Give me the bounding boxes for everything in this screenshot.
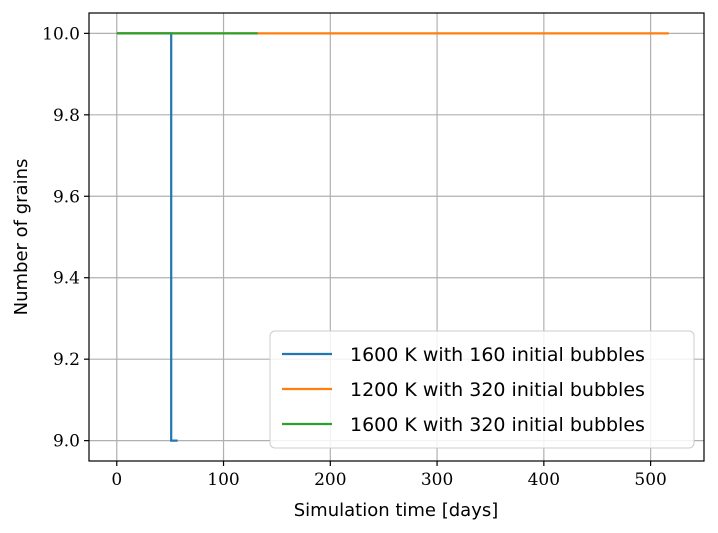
series-lines: [116, 32, 669, 442]
x-tick-label: 300: [421, 470, 453, 490]
y-tick-label: 9.0: [53, 432, 80, 452]
legend-box: [269, 330, 695, 449]
y-tick-label: 9.6: [53, 187, 80, 207]
y-tick-label: 9.4: [53, 269, 80, 289]
legend-label: 1200 K with 320 initial bubbles: [350, 379, 645, 401]
x-axis-ticks: 0 100 200 300 400 500: [111, 461, 667, 490]
y-axis-ticks: 9.0 9.2 9.4 9.6 9.8 10.0: [42, 24, 89, 452]
x-tick-label: 500: [634, 470, 666, 490]
legend: 1600 K with 160 initial bubbles 1200 K wi…: [269, 330, 695, 449]
y-axis-label: Number of grains: [11, 159, 32, 316]
legend-label: 1600 K with 320 initial bubbles: [350, 414, 645, 436]
x-tick-label: 0: [111, 470, 122, 490]
y-tick-label: 9.2: [53, 350, 80, 370]
y-tick-label: 9.8: [53, 106, 80, 126]
x-tick-label: 200: [314, 470, 346, 490]
legend-label: 1600 K with 160 initial bubbles: [350, 344, 645, 366]
x-tick-label: 400: [528, 470, 560, 490]
plot-frame: [88, 12, 705, 462]
x-tick-label: 100: [207, 470, 239, 490]
y-tick-label: 10.0: [42, 24, 80, 44]
x-axis-label: Simulation time [days]: [294, 500, 499, 521]
